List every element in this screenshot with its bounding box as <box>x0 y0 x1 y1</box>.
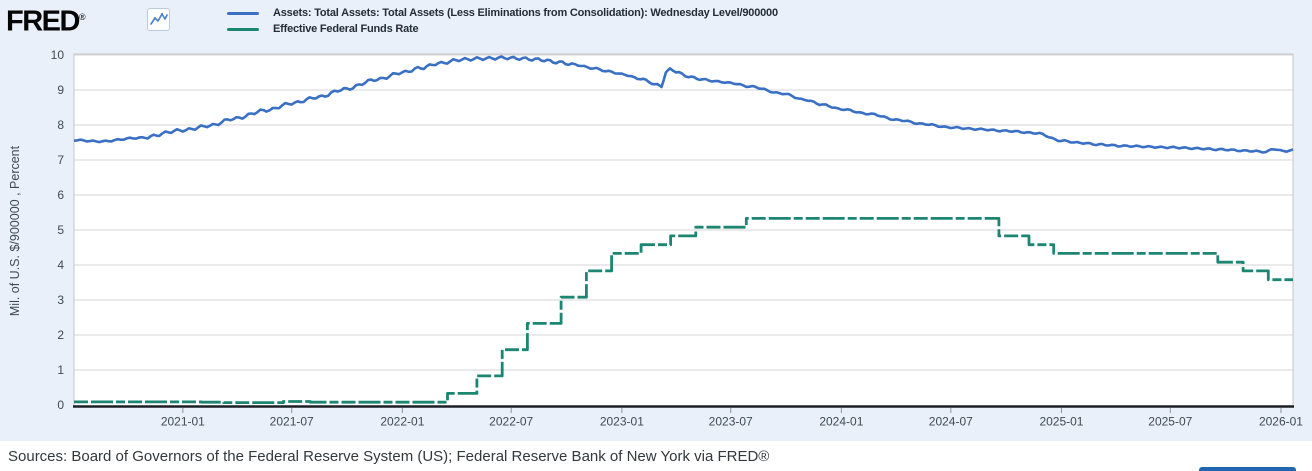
y-tick-label: 0 <box>57 398 64 412</box>
y-tick-label: 2 <box>57 328 64 342</box>
legend-item-assets[interactable]: Assets: Total Assets: Total Assets (Less… <box>227 5 778 21</box>
x-tick-label: 2021-07 <box>270 415 314 429</box>
x-tick-label: 2025-07 <box>1148 415 1192 429</box>
sources-text: Sources: Board of Governors of the Feder… <box>8 447 770 465</box>
x-tick-label: 2022-07 <box>489 415 533 429</box>
chart-canvas[interactable]: 0 1 2 3 4 5 6 7 8 9 10 2021-01 2021-07 2022-01 2022-07… <box>0 0 1312 441</box>
effr-series-swatch <box>227 27 259 31</box>
y-tick-label: 5 <box>57 223 64 237</box>
sparkline-chart-icon <box>147 8 170 31</box>
legend-item-effr[interactable]: Effective Federal Funds Rate <box>227 21 778 37</box>
fred-logo[interactable]: FRED® <box>6 2 86 37</box>
x-tick-label: 2022-01 <box>380 415 424 429</box>
y-tick-label: 8 <box>57 118 64 132</box>
effr-line <box>74 217 1293 404</box>
x-tick-label: 2021-01 <box>161 415 205 429</box>
fred-logo-text: FRED <box>6 5 80 38</box>
x-tick-label: 2024-07 <box>929 415 973 429</box>
y-tick-label: 1 <box>57 363 64 377</box>
y-tick-label: 4 <box>57 258 64 272</box>
assets-series-label: Assets: Total Assets: Total Assets (Less… <box>273 7 778 19</box>
assets-line <box>73 55 1294 154</box>
x-tick-label: 2023-07 <box>709 415 753 429</box>
x-tick-label: 2023-01 <box>600 415 644 429</box>
effr-series-label: Effective Federal Funds Rate <box>273 23 419 35</box>
x-tick-label: 2025-01 <box>1039 415 1083 429</box>
y-tick-label: 3 <box>57 293 64 307</box>
y-tick-label: 9 <box>57 83 64 97</box>
assets-series-swatch <box>227 11 259 15</box>
y-tick-label: 10 <box>51 48 65 62</box>
fred-footer-button-partial[interactable] <box>1199 467 1296 471</box>
x-tick-label: 2024-01 <box>819 415 863 429</box>
y-tick-label: 7 <box>57 153 64 167</box>
y-tick-label: 6 <box>57 188 64 202</box>
sources-bar: Sources: Board of Governors of the Feder… <box>0 441 1312 471</box>
registered-mark: ® <box>78 12 86 22</box>
x-tick-label: 2026-01 <box>1259 415 1303 429</box>
legend: Assets: Total Assets: Total Assets (Less… <box>227 5 778 37</box>
